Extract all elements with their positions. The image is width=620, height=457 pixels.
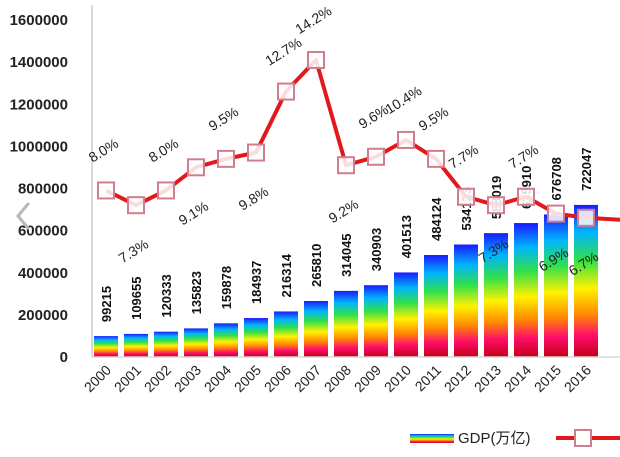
x-tick-label: 2008 xyxy=(321,362,354,395)
x-tick-label: 2003 xyxy=(171,362,204,395)
gdp-bar xyxy=(274,311,298,357)
rate-marker xyxy=(307,50,325,69)
x-tick-label: 2006 xyxy=(261,362,294,395)
gdp-bar-label: 484124 xyxy=(429,197,444,241)
gdp-bar-label: 135823 xyxy=(189,271,204,314)
rate-line-series xyxy=(97,50,620,227)
rate-marker xyxy=(427,149,445,168)
y-tick-label: 800000 xyxy=(18,181,68,198)
gdp-bar xyxy=(454,244,478,357)
legend-gdp-label: GDP(万亿) xyxy=(458,430,531,447)
gdp-bar xyxy=(574,204,598,357)
gdp-bar xyxy=(484,233,508,357)
x-tick-label: 2007 xyxy=(291,362,324,395)
gdp-bar-label: 216314 xyxy=(279,253,294,297)
bar-series xyxy=(94,204,598,357)
gdp-bar-label: 99215 xyxy=(99,286,114,322)
rate-label: 8.0% xyxy=(86,135,122,165)
gdp-bar xyxy=(184,328,208,357)
rate-marker xyxy=(127,196,145,215)
x-tick-label: 2016 xyxy=(561,362,594,395)
rate-label: 7.3% xyxy=(116,236,152,266)
rate-marker xyxy=(217,149,235,168)
gdp-bar-label: 184937 xyxy=(249,261,264,304)
gdp-bar-label: 109655 xyxy=(129,277,144,320)
rate-marker xyxy=(337,156,355,175)
rate-marker xyxy=(187,158,205,177)
gdp-bar-label: 159878 xyxy=(219,266,234,309)
x-tick-label: 2004 xyxy=(201,362,234,395)
gdp-bar xyxy=(244,318,268,357)
x-tick-label: 2010 xyxy=(381,362,414,395)
x-tick-label: 2002 xyxy=(141,362,174,395)
y-tick-label: 400000 xyxy=(18,265,68,282)
gdp-bar-label: 401513 xyxy=(399,215,414,258)
rate-label: 9.5% xyxy=(416,103,452,133)
rate-label: 9.2% xyxy=(326,196,362,226)
gdp-bar xyxy=(154,331,178,357)
x-tick-label: 2005 xyxy=(231,362,264,395)
bar-label-group: 99215 109655 120333 135823 159878 184937 21631… xyxy=(99,148,594,323)
rate-marker xyxy=(457,187,475,206)
rate-marker xyxy=(247,143,265,162)
left-arrow-icon[interactable] xyxy=(16,202,30,230)
rate-marker xyxy=(367,147,385,166)
gdp-bar xyxy=(94,336,118,357)
x-tick-label: 2001 xyxy=(111,362,144,395)
rate-marker xyxy=(397,130,415,149)
rate-label: 9.8% xyxy=(236,183,272,213)
rate-label: 9.5% xyxy=(206,103,242,133)
gdp-bar xyxy=(304,301,328,357)
rate-label: 8.0% xyxy=(146,135,182,165)
gdp-bar-label: 314045 xyxy=(339,233,354,276)
x-tick-label: 2014 xyxy=(501,362,534,395)
x-tick-label: 2000 xyxy=(81,362,114,395)
gdp-bar-label: 722047 xyxy=(579,148,594,191)
rate-marker xyxy=(97,181,115,200)
gdp-bar-label: 676708 xyxy=(549,157,564,200)
y-tick-label: 1000000 xyxy=(10,138,68,155)
rate-label: 12.7% xyxy=(262,34,304,69)
y-tick-label: 600000 xyxy=(18,223,68,240)
legend-line-marker xyxy=(574,429,592,447)
rate-marker xyxy=(547,204,565,223)
rate-marker xyxy=(517,187,535,206)
y-axis: 0 200000 400000 600000 800000 1000000 1200000 1… xyxy=(10,5,93,366)
legend-bar-swatch xyxy=(410,434,454,443)
gdp-bar xyxy=(394,272,418,357)
rate-marker xyxy=(487,196,505,215)
gdp-bar xyxy=(124,333,148,357)
x-tick-label: 2015 xyxy=(531,362,564,395)
rate-label: 10.4% xyxy=(382,82,424,117)
y-tick-label: 0 xyxy=(60,349,68,366)
rate-label: 14.2% xyxy=(292,2,334,37)
gdp-bar-label: 265810 xyxy=(309,244,324,287)
rate-marker xyxy=(157,181,175,200)
gdp-bar-label: 340903 xyxy=(369,228,384,271)
gdp-bar-label: 120333 xyxy=(159,274,174,317)
gdp-bar xyxy=(514,223,538,357)
gdp-bar xyxy=(214,323,238,357)
rate-label: 7.7% xyxy=(446,141,482,171)
rate-line xyxy=(105,57,587,220)
legend: GDP(万亿) xyxy=(410,429,620,447)
y-tick-label: 1600000 xyxy=(10,12,68,29)
x-tick-label: 2009 xyxy=(351,362,384,395)
rate-label: 9.1% xyxy=(176,198,212,228)
rate-marker xyxy=(577,208,595,227)
gdp-bar xyxy=(544,214,568,357)
x-tick-label: 2013 xyxy=(471,362,504,395)
y-tick-label: 200000 xyxy=(18,307,68,324)
gdp-bar xyxy=(364,285,388,357)
rate-marker xyxy=(277,82,295,101)
y-tick-label: 1200000 xyxy=(10,96,68,113)
x-tick-label: 2012 xyxy=(441,362,474,395)
x-tick-label: 2011 xyxy=(412,362,445,395)
gdp-bar xyxy=(424,255,448,357)
gdp-bar xyxy=(334,290,358,357)
y-tick-label: 1400000 xyxy=(10,54,68,71)
x-axis: 2000200120022003200420052006200720082009… xyxy=(81,356,620,395)
